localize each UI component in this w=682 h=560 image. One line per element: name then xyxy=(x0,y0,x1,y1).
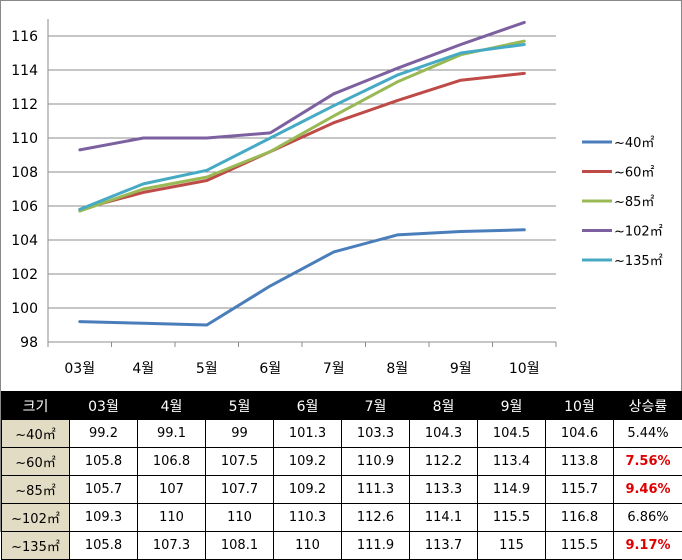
table-cell: 114.1 xyxy=(410,504,478,532)
y-tick-label: 112 xyxy=(11,97,38,113)
table-header-cell: 상승률 xyxy=(614,392,682,420)
table-cell: 103.3 xyxy=(342,420,410,448)
x-tick-label: 10월 xyxy=(509,361,540,377)
table-cell: 113.8 xyxy=(546,448,614,476)
y-tick-label: 106 xyxy=(11,199,38,215)
growth-rate-cell: 9.17% xyxy=(614,532,682,560)
table-cell: 113.4 xyxy=(478,448,546,476)
table-cell: 112.6 xyxy=(342,504,410,532)
growth-rate-cell: 9.46% xyxy=(614,476,682,504)
x-tick-label: 8월 xyxy=(386,361,408,377)
growth-rate-cell: 5.44% xyxy=(614,420,682,448)
table-row-header: ~60㎡ xyxy=(2,448,70,476)
table-cell: 109.2 xyxy=(274,448,342,476)
table-cell: 105.8 xyxy=(70,448,138,476)
table-header-cell: 10월 xyxy=(546,392,614,420)
y-tick-label: 108 xyxy=(11,165,38,181)
x-tick-label: 03월 xyxy=(64,361,95,377)
series-line xyxy=(80,22,525,149)
table-cell: 112.2 xyxy=(410,448,478,476)
table-header-cell: 5월 xyxy=(206,392,274,420)
y-tick-label: 102 xyxy=(11,267,38,283)
x-tick-label: 9월 xyxy=(450,361,472,377)
legend-label: ~102㎡ xyxy=(614,225,663,240)
table-cell: 99.2 xyxy=(70,420,138,448)
y-tick-label: 110 xyxy=(11,131,38,147)
series-line xyxy=(80,41,525,211)
table-cell: 104.5 xyxy=(478,420,546,448)
table-cell: 105.7 xyxy=(70,476,138,504)
table-header-cell: 4월 xyxy=(138,392,206,420)
table-cell: 110 xyxy=(138,504,206,532)
table-cell: 107.7 xyxy=(206,476,274,504)
table-cell: 110.3 xyxy=(274,504,342,532)
table-cell: 111.3 xyxy=(342,476,410,504)
series-line xyxy=(80,45,525,210)
x-tick-label: 5월 xyxy=(196,361,218,377)
legend-label: ~135㎡ xyxy=(614,254,663,269)
table-cell: 115.5 xyxy=(478,504,546,532)
y-tick-label: 104 xyxy=(11,233,38,249)
legend-label: ~40㎡ xyxy=(614,136,654,151)
table-cell: 113.7 xyxy=(410,532,478,560)
table-row-header: ~135㎡ xyxy=(2,532,70,560)
table-cell: 107.5 xyxy=(206,448,274,476)
table-cell: 115.5 xyxy=(546,532,614,560)
series-line xyxy=(80,230,525,325)
table-header-cell: 6월 xyxy=(274,392,342,420)
y-tick-label: 98 xyxy=(20,335,38,351)
table-header-cell: 9월 xyxy=(478,392,546,420)
table-header-cell: 03월 xyxy=(70,392,138,420)
table-header-cell: 7월 xyxy=(342,392,410,420)
table-cell: 114.9 xyxy=(478,476,546,504)
y-tick-label: 114 xyxy=(11,63,38,79)
table-cell: 105.8 xyxy=(70,532,138,560)
x-tick-label: 6월 xyxy=(259,361,281,377)
table-cell: 107.3 xyxy=(138,532,206,560)
table-row-header: ~85㎡ xyxy=(2,476,70,504)
growth-rate-cell: 7.56% xyxy=(614,448,682,476)
y-tick-label: 100 xyxy=(11,301,38,317)
table-cell: 108.1 xyxy=(206,532,274,560)
table-row-header: ~102㎡ xyxy=(2,504,70,532)
legend-label: ~60㎡ xyxy=(614,166,654,181)
table-cell: 107 xyxy=(138,476,206,504)
table-header-cell: 크기 xyxy=(2,392,70,420)
table-cell: 106.8 xyxy=(138,448,206,476)
table-header-cell: 8월 xyxy=(410,392,478,420)
x-tick-label: 4월 xyxy=(132,361,154,377)
table-cell: 99.1 xyxy=(138,420,206,448)
table-cell: 104.3 xyxy=(410,420,478,448)
table-cell: 104.6 xyxy=(546,420,614,448)
table-row-header: ~40㎡ xyxy=(2,420,70,448)
table-cell: 99 xyxy=(206,420,274,448)
table-cell: 110 xyxy=(274,532,342,560)
table-cell: 109.2 xyxy=(274,476,342,504)
table-cell: 115.7 xyxy=(546,476,614,504)
table-cell: 110.9 xyxy=(342,448,410,476)
table-cell: 101.3 xyxy=(274,420,342,448)
line-chart: 98 100 102 104 106 108 110 112 114 116 03월 4월 5월 6월 7… xyxy=(1,1,681,391)
growth-rate-cell: 6.86% xyxy=(614,504,682,532)
table-cell: 115 xyxy=(478,532,546,560)
x-tick-label: 7월 xyxy=(323,361,345,377)
table-cell: 109.3 xyxy=(70,504,138,532)
table-cell: 110 xyxy=(206,504,274,532)
table-cell: 113.3 xyxy=(410,476,478,504)
y-tick-label: 116 xyxy=(11,29,38,45)
table-cell: 111.9 xyxy=(342,532,410,560)
table-cell: 116.8 xyxy=(546,504,614,532)
legend-label: ~85㎡ xyxy=(614,195,654,210)
